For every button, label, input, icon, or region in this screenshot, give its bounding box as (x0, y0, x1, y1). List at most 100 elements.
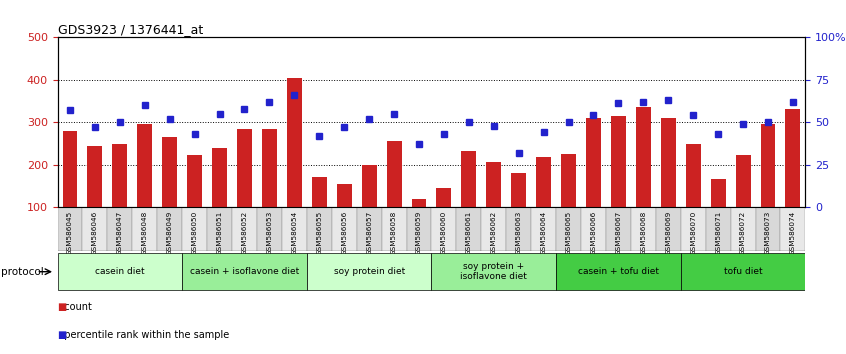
Bar (237, 129, 252, 207)
Bar (681, 253, 805, 290)
Text: casein + isoflavone diet: casein + isoflavone diet (190, 267, 299, 276)
Bar (113, 144, 128, 207)
Bar (262, 129, 277, 207)
Text: casein + tofu diet: casein + tofu diet (578, 267, 659, 276)
Bar (182, 253, 307, 290)
Bar (556, 207, 581, 251)
Bar (735, 155, 750, 207)
Bar (361, 165, 376, 207)
Bar (157, 207, 182, 251)
Text: soy protein +
isoflavone diet: soy protein + isoflavone diet (460, 262, 527, 281)
Text: GSM586069: GSM586069 (665, 211, 671, 255)
Bar (461, 151, 476, 207)
Bar (382, 207, 407, 251)
Text: percentile rank within the sample: percentile rank within the sample (58, 330, 228, 340)
Text: casein diet: casein diet (95, 267, 145, 276)
Bar (63, 131, 78, 207)
Bar (437, 188, 452, 207)
Bar (785, 109, 800, 207)
Text: GSM586059: GSM586059 (416, 211, 422, 255)
Text: tofu diet: tofu diet (724, 267, 762, 276)
Bar (561, 154, 576, 207)
Text: GSM586050: GSM586050 (192, 211, 198, 255)
Bar (431, 253, 556, 290)
Text: protocol: protocol (1, 267, 44, 277)
Bar (387, 141, 402, 207)
Bar (456, 207, 481, 251)
Bar (82, 207, 107, 251)
Bar (162, 137, 177, 207)
Text: GSM586062: GSM586062 (491, 211, 497, 255)
Bar (661, 118, 676, 207)
Bar (656, 207, 681, 251)
Bar (187, 155, 202, 207)
Bar (631, 207, 656, 251)
Bar (411, 199, 426, 207)
Bar (257, 207, 282, 251)
Bar (282, 207, 307, 251)
Bar (581, 207, 606, 251)
Bar (337, 184, 352, 207)
Bar (332, 207, 357, 251)
Bar (481, 207, 506, 251)
Bar (207, 207, 232, 251)
Bar (706, 207, 731, 251)
Text: GSM586046: GSM586046 (92, 211, 98, 255)
Bar (681, 207, 706, 251)
Bar (586, 118, 601, 207)
Text: GSM586074: GSM586074 (790, 211, 796, 255)
Bar (781, 207, 805, 251)
Bar (486, 162, 502, 207)
Bar (511, 173, 526, 207)
Text: GSM586048: GSM586048 (142, 211, 148, 255)
Bar (357, 207, 382, 251)
Text: GSM586072: GSM586072 (740, 211, 746, 255)
Bar (107, 207, 132, 251)
Text: GSM586071: GSM586071 (715, 211, 721, 255)
Bar (287, 78, 302, 207)
Text: GSM586058: GSM586058 (391, 211, 397, 255)
Text: GSM586052: GSM586052 (241, 211, 248, 255)
Bar (636, 107, 651, 207)
Text: ■: ■ (58, 302, 67, 312)
Text: GSM586066: GSM586066 (591, 211, 596, 255)
Text: GSM586070: GSM586070 (690, 211, 696, 255)
Text: GSM586065: GSM586065 (566, 211, 572, 255)
Bar (531, 207, 556, 251)
Text: GDS3923 / 1376441_at: GDS3923 / 1376441_at (58, 23, 203, 36)
Bar (761, 124, 776, 207)
Text: ■: ■ (58, 330, 67, 340)
Text: GSM586047: GSM586047 (117, 211, 123, 255)
Text: GSM586063: GSM586063 (516, 211, 522, 255)
Text: count: count (58, 302, 91, 312)
Bar (536, 157, 551, 207)
Text: GSM586055: GSM586055 (316, 211, 322, 255)
Bar (611, 116, 626, 207)
Bar (506, 207, 531, 251)
Text: GSM586067: GSM586067 (615, 211, 622, 255)
Text: GSM586061: GSM586061 (466, 211, 472, 255)
Bar (137, 124, 152, 207)
Bar (686, 144, 700, 207)
Text: GSM586053: GSM586053 (266, 211, 272, 255)
Bar (711, 179, 726, 207)
Bar (731, 207, 755, 251)
Text: GSM586051: GSM586051 (217, 211, 222, 255)
Bar (431, 207, 456, 251)
Text: GSM586045: GSM586045 (67, 211, 73, 255)
Text: GSM586054: GSM586054 (291, 211, 297, 255)
Bar (132, 207, 157, 251)
Text: GSM586056: GSM586056 (341, 211, 347, 255)
Text: GSM586057: GSM586057 (366, 211, 372, 255)
Bar (232, 207, 257, 251)
Bar (312, 177, 327, 207)
Bar (58, 207, 82, 251)
Bar (755, 207, 781, 251)
Bar (407, 207, 431, 251)
Bar (58, 253, 182, 290)
Bar (212, 148, 227, 207)
Text: GSM586064: GSM586064 (541, 211, 547, 255)
Bar (556, 253, 681, 290)
Text: GSM586060: GSM586060 (441, 211, 447, 255)
Bar (606, 207, 631, 251)
